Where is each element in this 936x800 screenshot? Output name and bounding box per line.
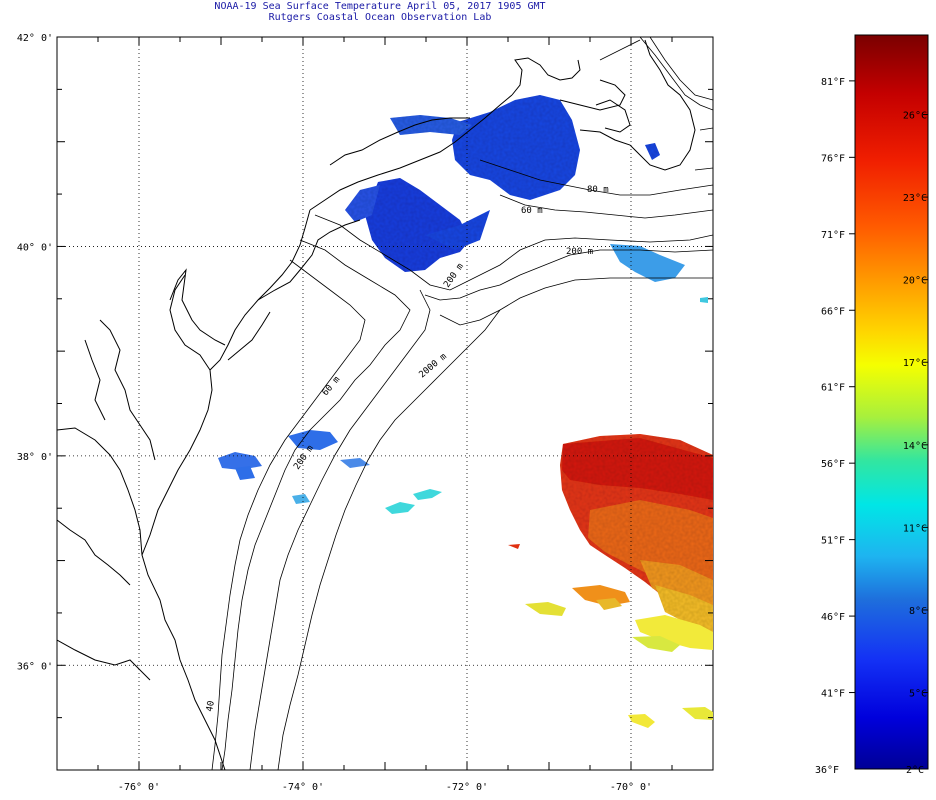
latitude-label: 40° 0' [17, 242, 53, 253]
sst-cool-fragment-4 [700, 297, 708, 303]
sst-warm-eddy [560, 434, 713, 635]
colorbar-bottom-f-label: 36°F [815, 765, 839, 776]
colorbar-f-label: 46°F [821, 612, 845, 623]
sst-yellow-fragment-2 [596, 598, 622, 610]
latitude-label: 36° 0' [17, 661, 53, 672]
sst-cold-fragment-4 [340, 458, 370, 468]
colorbar-f-label: 61°F [821, 383, 845, 394]
longitude-labels: -76° 0' -74° 0' -72° 0' -70° 0' [118, 782, 652, 793]
sst-cool-fragment-3 [413, 489, 442, 500]
sst-cool-fragment-2 [385, 502, 415, 514]
latitude-label: 42° 0' [17, 33, 53, 44]
colorbar-c-label: 14°C [903, 441, 927, 452]
sst-yellow-fragment-4 [632, 636, 680, 652]
sst-cold-fragment-1 [288, 430, 338, 450]
isobath-label: 60 m [521, 206, 543, 216]
sst-cold-fragment-3 [235, 466, 255, 480]
isobath-label: 80 m [587, 185, 609, 195]
isobath-label: 60 m [321, 375, 343, 398]
longitude-label: -70° 0' [610, 782, 652, 793]
colorbar-c-label: 20°C [903, 276, 927, 287]
longitude-label: -76° 0' [118, 782, 160, 793]
coastline [57, 39, 696, 770]
axes [56, 36, 714, 771]
latitude-labels: 42° 0' 40° 0' 38° 0' 36° 0' [17, 33, 53, 672]
colorbar-c-label: 17°C [903, 358, 927, 369]
colorbar-celsius-labels: 26°C 23°C 20°C 17°C 14°C 11°C 8°C 5°C [903, 111, 927, 700]
colorbar-c-label: 23°C [903, 193, 927, 204]
isobath-label: 200 m [566, 247, 593, 257]
sst-red-dot [508, 544, 520, 549]
plot-frame [56, 36, 714, 771]
colorbar-c-label: 26°C [903, 111, 927, 122]
colorbar-f-label: 51°F [821, 536, 845, 547]
colorbar-f-label: 56°F [821, 459, 845, 470]
colorbar [854, 34, 929, 770]
isobath-label: 200 m [442, 262, 466, 290]
sst-yellow-fragment-5 [628, 714, 655, 728]
colorbar-f-label: 81°F [821, 77, 845, 88]
colorbar-f-label: 71°F [821, 230, 845, 241]
isobath-label: 2000 m [418, 352, 449, 381]
colorbar-f-label: 66°F [821, 306, 845, 317]
map-subtitle: Rutgers Coastal Ocean Observation Lab [268, 12, 492, 23]
sst-cold-shelf [345, 95, 660, 272]
longitude-label: -74° 0' [282, 782, 324, 793]
sst-yellow-fragment-3 [635, 615, 713, 650]
colorbar-fahrenheit-labels: 81°F 76°F 71°F 66°F 61°F 56°F 51°F 46°F 41°F [821, 77, 845, 700]
colorbar-bottom-c-label: 2°C [906, 765, 924, 776]
sst-cold-fragment-2 [218, 452, 262, 470]
sst-yellow-fragment-6 [682, 707, 713, 720]
colorbar-f-label: 76°F [821, 153, 845, 164]
colorbar-ticks [849, 80, 928, 694]
colorbar-f-label: 41°F [821, 689, 845, 700]
map-title: NOAA-19 Sea Surface Temperature April 05… [214, 1, 546, 12]
colorbar-c-label: 8°C [909, 606, 927, 617]
sst-cool-fragment-1 [292, 494, 310, 504]
sst-yellow-fragment-1 [525, 602, 566, 616]
sst-cool-slope [610, 244, 685, 282]
colorbar-c-label: 11°C [903, 523, 927, 534]
isobath-label: 40 [205, 700, 217, 712]
longitude-label: -72° 0' [446, 782, 488, 793]
colorbar-c-label: 5°C [909, 689, 927, 700]
plot-area: 60 m 80 m 200 m 200 m 2000 m 60 m 200 m … [57, 37, 713, 770]
graticule [57, 37, 713, 770]
isobath-label: 200 m [292, 444, 316, 472]
latitude-label: 38° 0' [17, 452, 53, 463]
